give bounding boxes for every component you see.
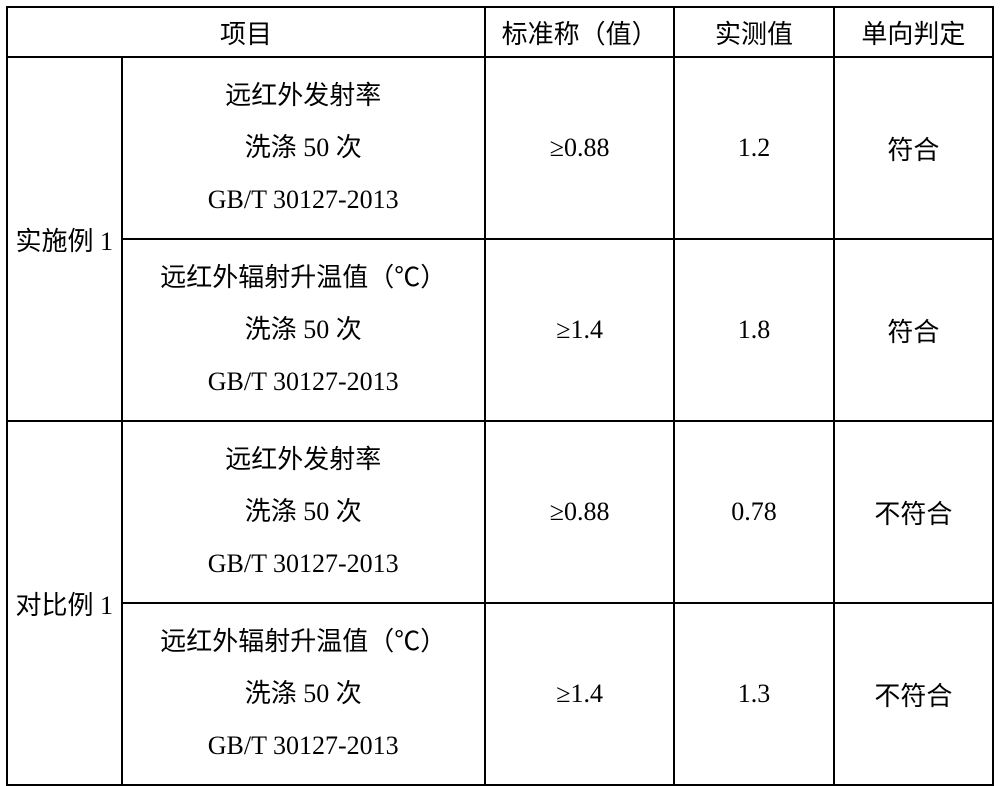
standard-cell: ≥1.4 (485, 603, 674, 785)
item-cell: 远红外辐射升温值（℃） 洗涤 50 次 GB/T 30127-2013 (122, 603, 485, 785)
group-label: 对比例 1 (7, 421, 122, 785)
item-cell: 远红外发射率 洗涤 50 次 GB/T 30127-2013 (122, 421, 485, 603)
table-row: 远红外辐射升温值（℃） 洗涤 50 次 GB/T 30127-2013 ≥1.4… (7, 603, 993, 785)
data-table: 项目 标准称（值） 实测值 单向判定 实施例 1 远红外发射率 洗涤 50 次 … (6, 6, 994, 786)
item-line: 远红外发射率 (123, 70, 484, 122)
judgment-cell: 符合 (834, 57, 993, 239)
judgment-cell: 不符合 (834, 603, 993, 785)
item-cell: 远红外辐射升温值（℃） 洗涤 50 次 GB/T 30127-2013 (122, 239, 485, 421)
item-line: GB/T 30127-2013 (123, 720, 484, 772)
group-label: 实施例 1 (7, 57, 122, 421)
measured-cell: 1.8 (674, 239, 833, 421)
judgment-cell: 不符合 (834, 421, 993, 603)
item-line: 洗涤 50 次 (123, 668, 484, 720)
table-row: 对比例 1 远红外发射率 洗涤 50 次 GB/T 30127-2013 ≥0.… (7, 421, 993, 603)
item-line: 远红外发射率 (123, 434, 484, 486)
header-judgment: 单向判定 (834, 7, 993, 57)
item-line: 远红外辐射升温值（℃） (123, 252, 484, 304)
item-cell: 远红外发射率 洗涤 50 次 GB/T 30127-2013 (122, 57, 485, 239)
item-line: 洗涤 50 次 (123, 122, 484, 174)
measured-cell: 1.3 (674, 603, 833, 785)
measured-cell: 1.2 (674, 57, 833, 239)
standard-cell: ≥1.4 (485, 239, 674, 421)
header-standard: 标准称（值） (485, 7, 674, 57)
standard-cell: ≥0.88 (485, 421, 674, 603)
judgment-cell: 符合 (834, 239, 993, 421)
item-line: GB/T 30127-2013 (123, 174, 484, 226)
standard-cell: ≥0.88 (485, 57, 674, 239)
item-line: 洗涤 50 次 (123, 486, 484, 538)
header-measured: 实测值 (674, 7, 833, 57)
table-row: 实施例 1 远红外发射率 洗涤 50 次 GB/T 30127-2013 ≥0.… (7, 57, 993, 239)
table-row: 远红外辐射升温值（℃） 洗涤 50 次 GB/T 30127-2013 ≥1.4… (7, 239, 993, 421)
header-row: 项目 标准称（值） 实测值 单向判定 (7, 7, 993, 57)
measured-cell: 0.78 (674, 421, 833, 603)
item-line: GB/T 30127-2013 (123, 356, 484, 408)
item-line: 洗涤 50 次 (123, 304, 484, 356)
item-line: 远红外辐射升温值（℃） (123, 616, 484, 668)
header-item: 项目 (7, 7, 485, 57)
item-line: GB/T 30127-2013 (123, 538, 484, 590)
